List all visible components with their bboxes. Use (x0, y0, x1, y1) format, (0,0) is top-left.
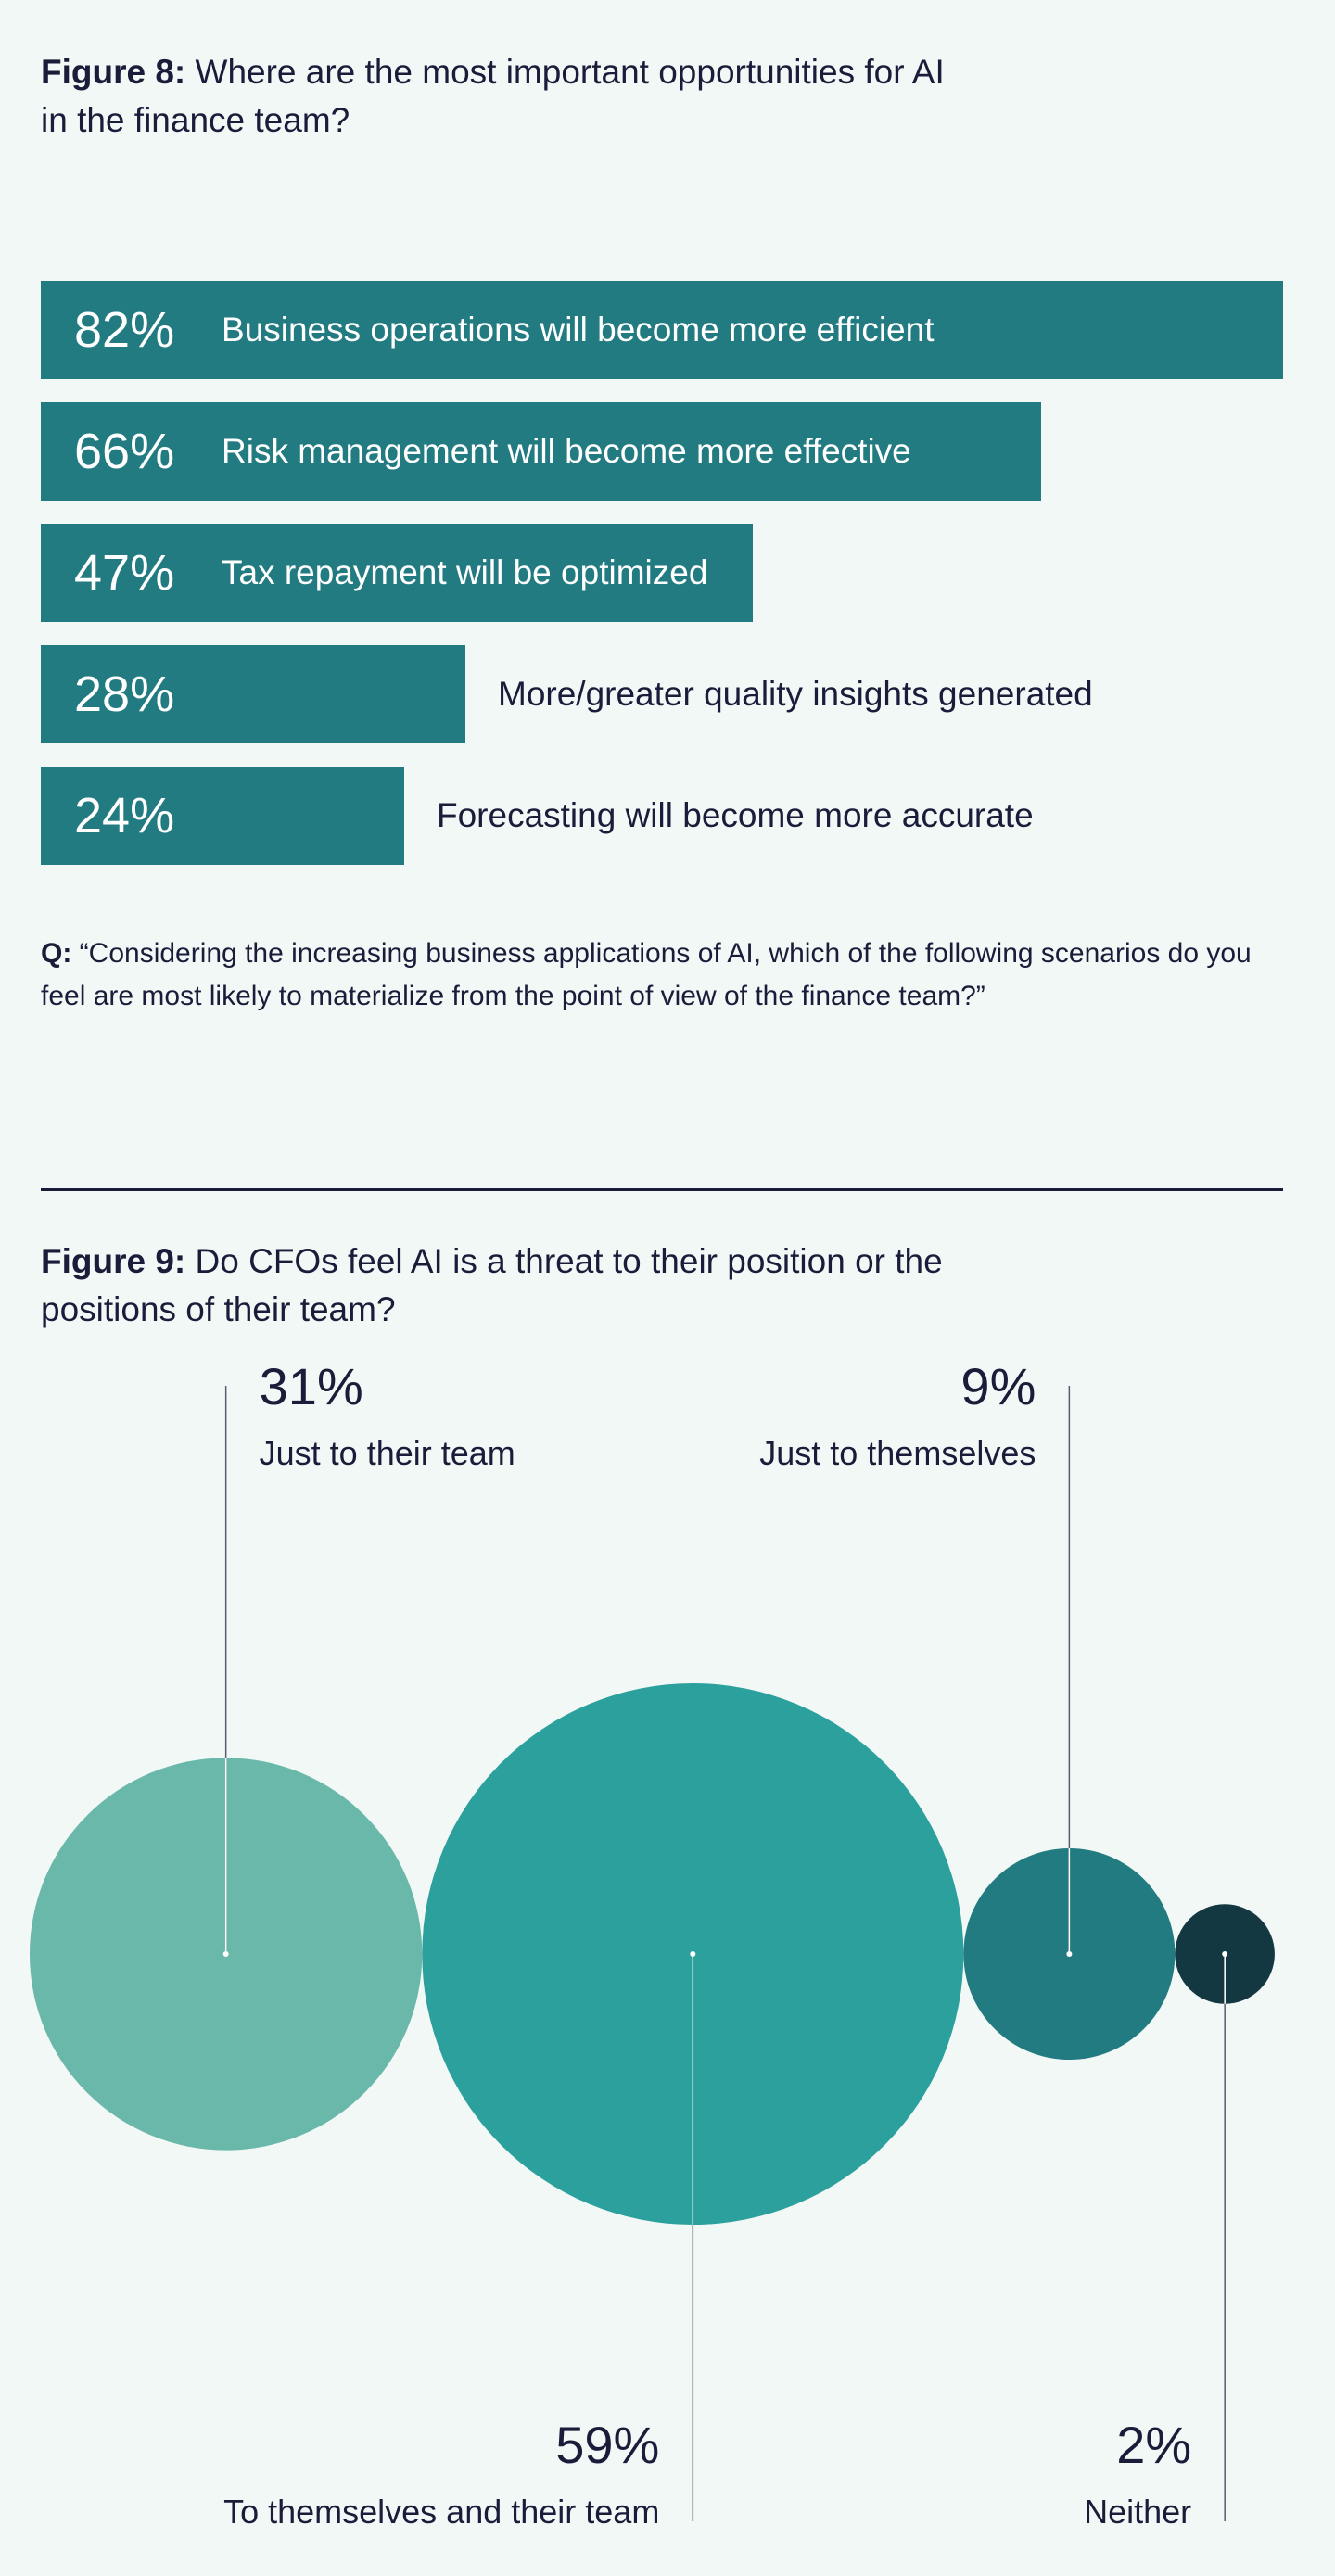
survey-question: Q: “Considering the increasing business … (41, 933, 1283, 1018)
bubble-value-label: 9% (960, 1357, 1036, 1415)
bar (41, 281, 1283, 379)
bar-row: 66% Risk management will become more effe… (41, 402, 1283, 501)
figure-9-title-text: Do CFOs feel AI is a threat to their pos… (41, 1242, 943, 1328)
bar-row: 28% More/greater quality insights generat… (41, 645, 1283, 743)
leader-dot (222, 1951, 229, 1957)
bar (41, 402, 1041, 501)
bubble-category-label: Neither (1084, 2493, 1191, 2531)
bar-row: 24% Forecasting will become more accurate (41, 767, 1283, 865)
bubble-value-label: 31% (260, 1357, 363, 1415)
bar-category-label: More/greater quality insights generated (498, 675, 1093, 713)
leader-dot (690, 1951, 696, 1957)
figure-8-title-text: Where are the most important opportuniti… (41, 53, 945, 139)
bubble-value-label: 2% (1116, 2416, 1191, 2474)
bar (41, 767, 404, 865)
bar-category-label: Tax repayment will be optimized (222, 553, 708, 591)
bubble-category-label: Just to themselves (759, 1434, 1036, 1472)
bubble-category-label: Just to their team (260, 1434, 515, 1472)
figure-8-title-bold: Figure 8: (41, 53, 186, 91)
figure-9-bubble-chart: 31% Just to their team 59% To themselves an… (30, 1357, 1275, 2531)
bar (41, 524, 753, 622)
bubble-value-label: 59% (555, 2416, 659, 2474)
bar-value-label: 82% (74, 302, 175, 358)
leader-dot (1222, 1951, 1228, 1957)
figure-8-title: Figure 8: Where are the most important o… (41, 48, 968, 145)
bar-category-label: Risk management will become more effecti… (222, 432, 911, 470)
bubble-category-label: To themselves and their team (223, 2493, 659, 2531)
bar-category-label: Business operations will become more eff… (222, 311, 934, 349)
bar-value-label: 24% (74, 788, 175, 844)
figure-9-title: Figure 9: Do CFOs feel AI is a threat to… (41, 1237, 968, 1334)
bar-value-label: 28% (74, 666, 175, 722)
question-label: Q: (41, 938, 72, 969)
bar-row: 47% Tax repayment will be optimized (41, 524, 1283, 622)
section-divider (41, 1188, 1283, 1191)
question-text: “Considering the increasing business app… (41, 938, 1252, 1011)
leader-dot (1066, 1951, 1073, 1957)
bar-value-label: 66% (74, 424, 175, 479)
figure-9-title-bold: Figure 9: (41, 1242, 186, 1280)
bar-value-label: 47% (74, 545, 175, 601)
bar (41, 645, 465, 743)
bar-row: 82% Business operations will become more … (41, 281, 1283, 379)
bar-category-label: Forecasting will become more accurate (437, 796, 1034, 834)
